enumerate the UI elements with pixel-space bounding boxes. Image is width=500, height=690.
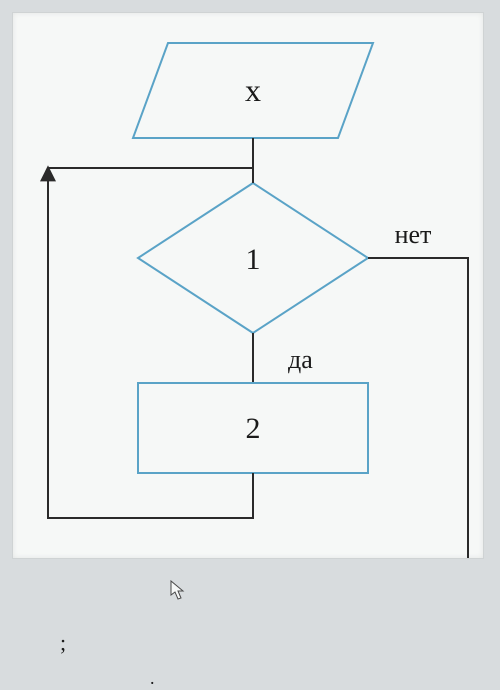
cursor-icon bbox=[170, 580, 186, 600]
input-node-label: x bbox=[245, 72, 261, 108]
process-node-label: 2 bbox=[246, 412, 261, 445]
edge-loopback bbox=[48, 168, 253, 518]
edge-no-label: нет bbox=[395, 220, 432, 249]
stray-semicolon: ; bbox=[60, 630, 66, 656]
edge-no bbox=[368, 258, 468, 558]
edge-yes-label: да bbox=[288, 345, 313, 374]
flowchart-svg: x 1 нет да 2 bbox=[13, 13, 483, 558]
diagram-sheet: x 1 нет да 2 bbox=[12, 12, 484, 559]
stray-dot: . bbox=[150, 668, 155, 689]
decision-node-label: 1 bbox=[246, 243, 261, 276]
